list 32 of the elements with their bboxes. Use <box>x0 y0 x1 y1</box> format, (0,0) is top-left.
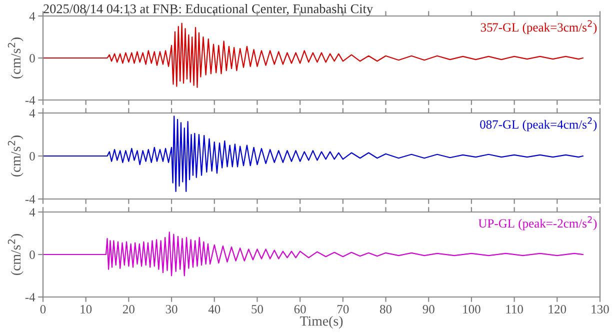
y-axis-title: (cm/s$^{2}$) <box>8 234 24 275</box>
x-axis-title: Time(s) <box>300 316 343 329</box>
x-tick-label: 100 <box>463 305 480 314</box>
y-tick-label: 0 <box>30 54 35 62</box>
y-tick-label: 4 <box>29 208 36 216</box>
series-label: UP-GL (peak=-2cm/s$^{2}$) <box>478 216 597 230</box>
x-tick-label: 20 <box>122 305 134 314</box>
x-tick-label: 10 <box>80 305 92 314</box>
x-tick-label: 70 <box>337 305 349 314</box>
x-tick-label: 120 <box>548 305 566 314</box>
series-label: 357-GL (peak=3cm/s$^{2}$) <box>480 20 597 34</box>
x-tick-label: 80 <box>380 305 392 314</box>
x-tick-label: 50 <box>252 305 264 314</box>
x-tick-label: 30 <box>166 305 178 314</box>
chart-title: 2025/08/14 04:13 at FNB: Educational Center, Funabashi City <box>44 4 373 16</box>
x-tick-label: 130 <box>592 305 609 314</box>
y-axis-title: (cm/s$^{2}$) <box>8 38 24 78</box>
y-tick-label: 0 <box>30 250 35 259</box>
y-tick-label: -4 <box>25 195 36 204</box>
x-tick-label: 110 <box>506 305 523 314</box>
y-axis-title: (cm/s$^{2}$) <box>8 136 24 176</box>
x-tick-label: 60 <box>294 305 306 314</box>
y-tick-label: -4 <box>25 96 36 104</box>
x-tick-label: 90 <box>422 305 434 314</box>
x-tick-label: 40 <box>208 305 220 314</box>
x-tick-label: 0 <box>40 305 46 314</box>
y-tick-label: 4 <box>29 109 36 118</box>
y-tick-label: -4 <box>25 293 36 302</box>
y-tick-label: 0 <box>30 152 35 160</box>
series-label: 087-GL (peak=4cm/s$^{2}$) <box>480 117 597 132</box>
y-tick-label: 4 <box>29 12 36 20</box>
line-series <box>43 232 584 276</box>
